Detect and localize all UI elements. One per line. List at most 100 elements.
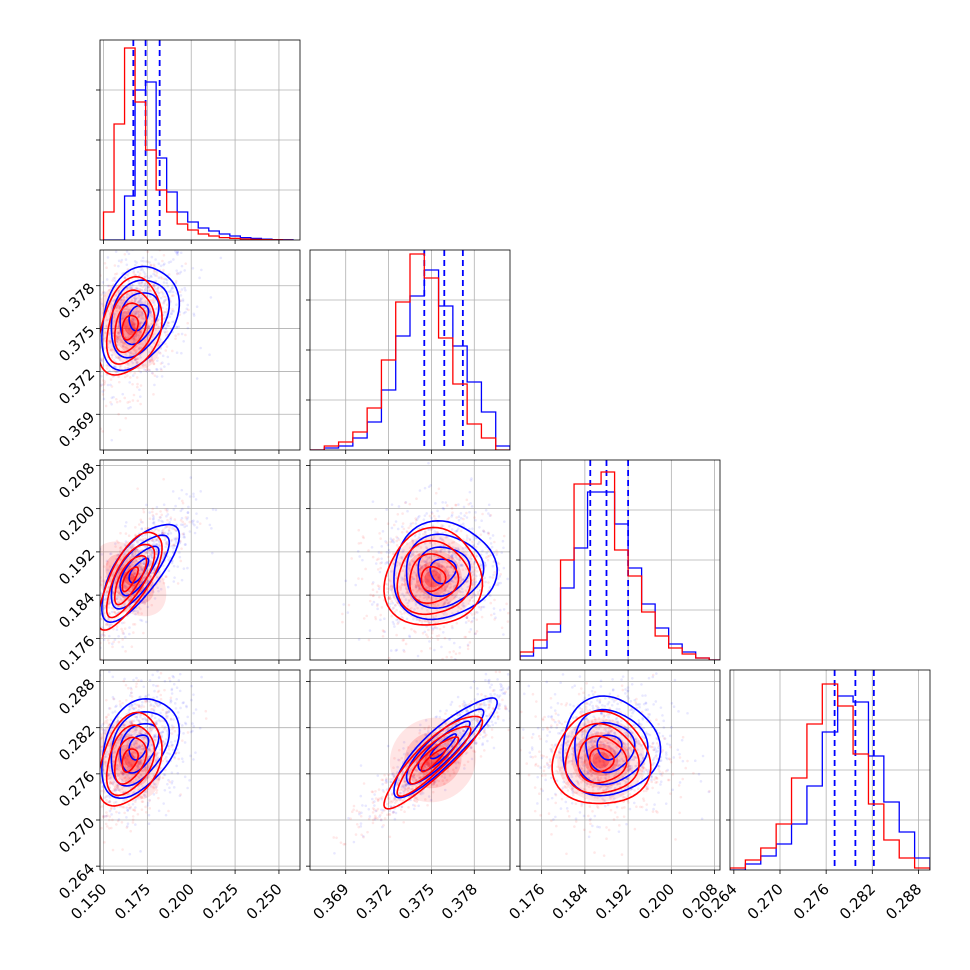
scatter-point (139, 761, 142, 765)
scatter-point (113, 279, 117, 283)
scatter-point (127, 761, 130, 764)
scatter-point (379, 551, 383, 555)
scatter-point (472, 535, 476, 538)
scatter-point (115, 565, 118, 569)
scatter-point (119, 770, 123, 774)
scatter-point (468, 641, 472, 644)
scatter-point (157, 291, 161, 295)
scatter-point (95, 615, 98, 618)
scatter-point (172, 786, 176, 789)
scatter-point (471, 619, 474, 623)
scatter-point (400, 582, 404, 586)
scatter-point (211, 551, 214, 555)
scatter-point (94, 593, 97, 596)
scatter-point (154, 783, 157, 786)
density-fill (117, 310, 142, 344)
scatter-point (152, 362, 156, 366)
scatter-point (447, 571, 451, 574)
scatter-point (122, 679, 126, 683)
scatter-point (409, 555, 413, 558)
scatter-point (97, 799, 100, 802)
scatter-point (134, 297, 137, 301)
scatter-point (161, 725, 164, 728)
scatter-point (148, 288, 152, 292)
scatter-point (149, 574, 152, 578)
scatter-point (155, 538, 159, 542)
scatter-point (135, 747, 138, 750)
scatter-point (140, 759, 144, 762)
scatter-point (126, 309, 130, 313)
scatter-point (166, 518, 169, 522)
scatter-point (483, 561, 487, 565)
scatter-point (169, 698, 172, 702)
scatter-point (164, 326, 168, 330)
scatter-point (457, 606, 460, 609)
scatter-point (122, 341, 125, 345)
scatter-point (387, 548, 391, 552)
scatter-point (147, 822, 151, 825)
scatter-point (146, 286, 150, 290)
scatter-point (131, 573, 135, 576)
scatter-point (155, 547, 158, 551)
scatter-point (473, 516, 476, 519)
scatter-point (138, 288, 142, 291)
scatter-point (149, 548, 153, 552)
scatter-point (450, 515, 453, 518)
scatter-point (356, 549, 360, 553)
scatter-point (198, 276, 201, 280)
scatter-point (123, 603, 127, 606)
scatter-point (156, 306, 159, 310)
scatter-point (164, 813, 168, 817)
scatter-point (143, 282, 147, 285)
scatter-point (139, 321, 143, 324)
scatter-point (470, 596, 474, 599)
scatter-point (128, 327, 132, 330)
scatter-point (424, 533, 427, 536)
scatter-point (117, 541, 120, 544)
scatter-point (134, 335, 138, 339)
scatter-point (166, 321, 170, 325)
scatter-point (143, 288, 147, 291)
scatter-point (426, 571, 429, 575)
scatter-point (101, 785, 105, 789)
scatter-point (101, 626, 104, 629)
scatter-point (472, 616, 476, 620)
histogram-series-1 (310, 253, 510, 450)
scatter-point (454, 652, 458, 656)
scatter-point (141, 785, 144, 788)
scatter-point (180, 547, 183, 550)
scatter-point (130, 721, 133, 725)
scatter-point (431, 586, 435, 590)
scatter-point (164, 575, 167, 578)
scatter-point (134, 351, 138, 354)
scatter-point (136, 765, 139, 768)
scatter-point (151, 319, 154, 323)
scatter-point (427, 461, 430, 465)
scatter-point (402, 549, 405, 552)
scatter-point (189, 476, 193, 479)
scatter-point (105, 590, 109, 594)
scatter-point (103, 601, 107, 604)
scatter-point (412, 577, 416, 581)
scatter-point (139, 572, 143, 576)
scatter-point (97, 790, 100, 793)
scatter-point (139, 715, 142, 719)
scatter-point (114, 611, 117, 615)
scatter-point (154, 701, 157, 705)
scatter-point (429, 583, 433, 587)
scatter-point (395, 618, 398, 622)
scatter-point (452, 597, 456, 600)
scatter-point (152, 522, 156, 525)
scatter-point (431, 583, 435, 586)
scatter-point (133, 346, 136, 350)
scatter-point (440, 523, 443, 527)
scatter-point (127, 755, 131, 758)
scatter-point (169, 740, 173, 744)
scatter-point (134, 526, 137, 529)
scatter-point (146, 605, 150, 609)
scatter-point (164, 542, 168, 546)
scatter-point (104, 762, 107, 766)
scatter-point (131, 763, 134, 767)
scatter-point (92, 394, 95, 397)
scatter-point (83, 805, 86, 808)
